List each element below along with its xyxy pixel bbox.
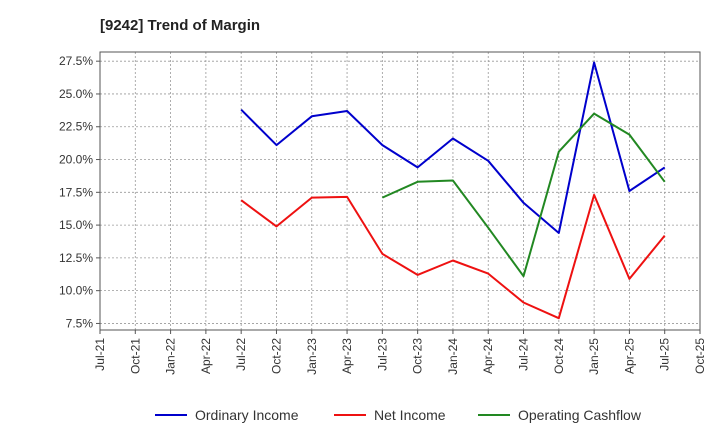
series-lines (240, 61, 666, 320)
x-axis: Jul-21 Oct-21 Jan-22 Apr-22 Jul-22 Oct-22 Jan-… (93, 330, 707, 375)
y-tick-label: 22.5% (59, 120, 93, 134)
y-tick-label: 10.0% (59, 284, 93, 298)
x-tick-label: Jul-25 (658, 338, 672, 371)
series-line-operating-cashflow (381, 112, 666, 278)
grid (99, 52, 701, 330)
y-tick-label: 25.0% (59, 87, 93, 101)
legend-item-operating-cashflow: Operating Cashflow (478, 407, 642, 423)
legend-item-net-income: Net Income (334, 407, 446, 423)
y-tick-label: 20.0% (59, 153, 93, 167)
plot-frame (99, 51, 701, 331)
y-tick-label: 7.5% (66, 316, 94, 330)
series-line-net-income (240, 193, 666, 320)
legend-label: Ordinary Income (195, 407, 299, 423)
x-tick-label: Apr-25 (622, 338, 636, 374)
series-line-ordinary-income (240, 61, 666, 234)
legend-item-ordinary-income: Ordinary Income (155, 407, 299, 423)
x-tick-label: Jul-23 (375, 338, 389, 371)
x-tick-label: Jul-21 (93, 338, 107, 371)
x-tick-label: Apr-24 (481, 338, 495, 374)
y-tick-label: 17.5% (59, 185, 93, 199)
x-tick-label: Apr-22 (199, 338, 213, 374)
x-tick-label: Jan-25 (587, 338, 601, 375)
x-tick-label: Apr-23 (340, 338, 354, 374)
x-tick-label: Jul-22 (234, 338, 248, 371)
x-tick-label: Oct-23 (411, 338, 425, 374)
x-tick-label: Jan-22 (164, 338, 178, 375)
x-tick-label: Jan-24 (446, 338, 460, 375)
x-tick-label: Oct-22 (269, 338, 283, 374)
x-tick-label: Oct-24 (552, 338, 566, 374)
x-tick-label: Oct-25 (693, 338, 707, 374)
chart-title: [9242] Trend of Margin (100, 17, 260, 34)
y-axis: 7.5% 10.0% 12.5% 15.0% 17.5% 20.0% 22.5% 25.0% 2… (59, 54, 100, 330)
legend: Ordinary Income Net Income Operating Cashf… (155, 407, 642, 423)
y-tick-label: 15.0% (59, 218, 93, 232)
x-tick-label: Jan-23 (305, 338, 319, 375)
legend-label: Net Income (374, 407, 446, 423)
x-tick-label: Jul-24 (517, 338, 531, 371)
x-tick-label: Oct-21 (128, 338, 142, 374)
y-tick-label: 12.5% (59, 251, 93, 265)
legend-label: Operating Cashflow (518, 407, 642, 423)
y-tick-label: 27.5% (59, 54, 93, 68)
